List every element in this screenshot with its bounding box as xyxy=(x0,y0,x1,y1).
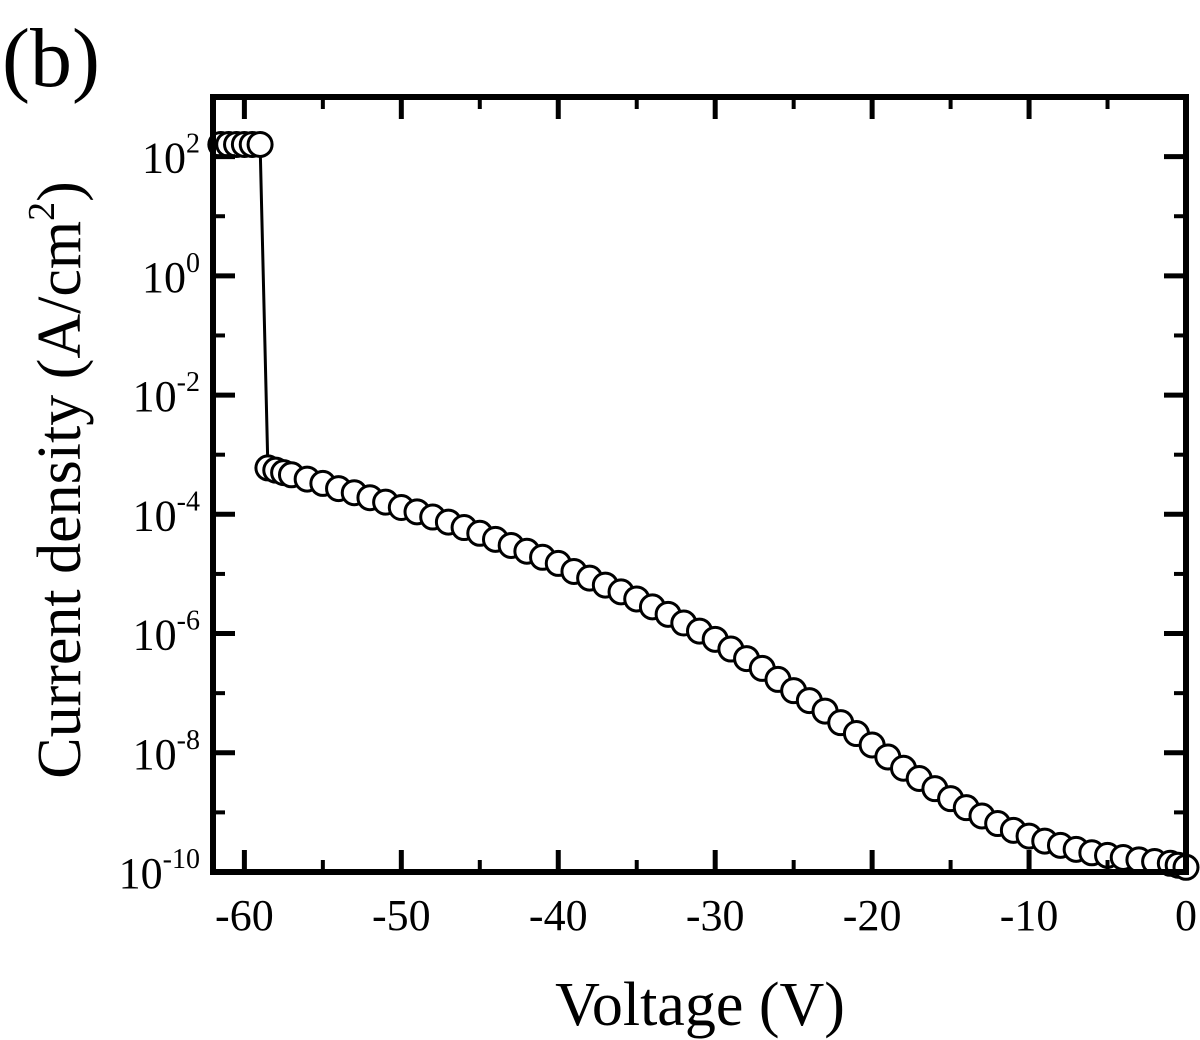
x-tick-label: 0 xyxy=(1175,891,1197,940)
x-tick-label: -60 xyxy=(215,891,274,940)
x-tick-label: -50 xyxy=(372,891,431,940)
x-axis-label: Voltage (V) xyxy=(555,971,845,1039)
y-axis-label-base: Current density (A/cm xyxy=(26,221,94,779)
y-tick-label: 10-4 xyxy=(133,486,200,540)
x-axis: -60 -50 -40 -30 -20 -10 0 xyxy=(215,97,1197,940)
x-tick-label: -40 xyxy=(529,891,588,940)
y-axis-label: Current density (A/cm2) xyxy=(21,181,94,779)
x-tick-label: -30 xyxy=(686,891,745,940)
y-tick-label: 10-6 xyxy=(133,606,200,660)
x-tick-label: -10 xyxy=(1000,891,1059,940)
y-axis: 102 100 10-2 10-4 10-6 10-8 10-10 xyxy=(119,129,1186,898)
y-axis-label-tail: ) xyxy=(26,181,94,202)
plot-frame xyxy=(210,94,1189,875)
y-tick-label: 10-8 xyxy=(133,725,200,779)
y-axis-label-sup: 2 xyxy=(21,202,63,221)
y-tick-label: 102 xyxy=(142,129,200,183)
y-tick-label: 10-2 xyxy=(133,367,200,421)
y-tick-label: 10-10 xyxy=(119,844,200,898)
data-point xyxy=(246,130,274,158)
plot-area xyxy=(207,130,1200,881)
panel-label: (b) xyxy=(2,12,100,105)
y-tick-label: 100 xyxy=(142,248,200,302)
x-tick-label: -20 xyxy=(843,891,902,940)
